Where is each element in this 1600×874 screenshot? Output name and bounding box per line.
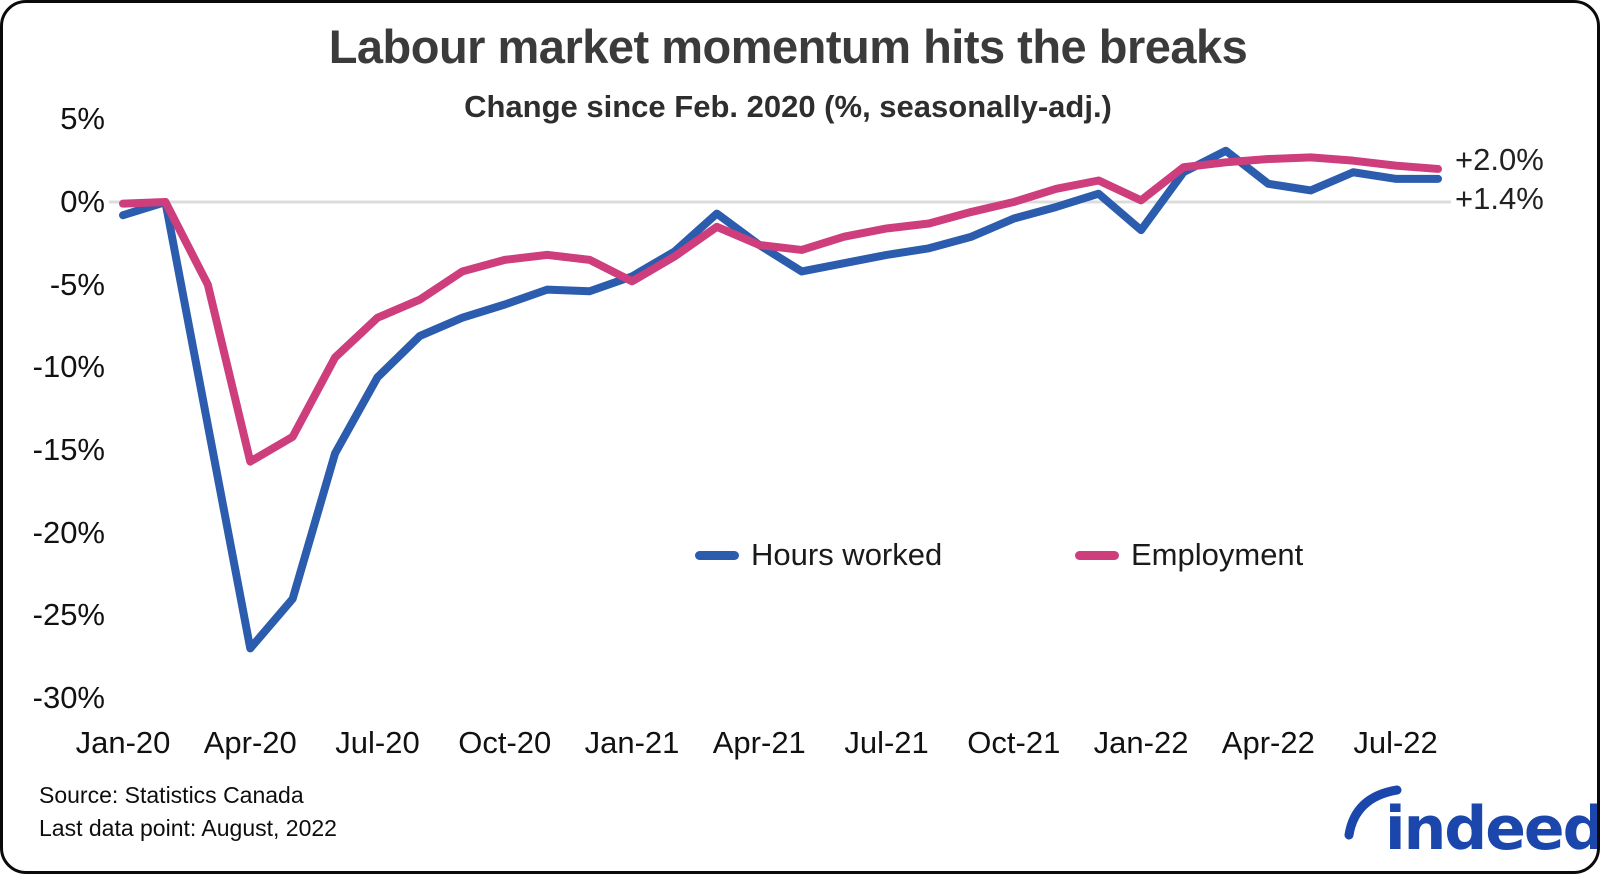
employment-line: [119, 153, 1442, 466]
indeed-logo-arc: [1344, 785, 1402, 840]
x-tick-Jul-22: Jul-22: [1353, 725, 1438, 760]
legend-item-employment: Employment: [1075, 537, 1303, 573]
y-tick--5%: -5%: [49, 266, 105, 302]
hours-worked-legend-label: Hours worked: [751, 537, 943, 572]
source-note: Source: Statistics Canada Last data poin…: [39, 779, 337, 845]
legend-item-hours-worked: Hours worked: [695, 537, 942, 573]
x-tick-Jul-20: Jul-20: [335, 725, 420, 760]
source-line: Source: Statistics Canada: [39, 782, 304, 808]
hours-worked-line: [119, 146, 1442, 653]
x-tick-Oct-20: Oct-20: [458, 725, 552, 760]
line-chart-plot: [109, 146, 1451, 653]
y-tick--20%: -20%: [32, 514, 105, 550]
x-tick-Apr-20: Apr-20: [203, 725, 297, 760]
y-tick--10%: -10%: [32, 349, 105, 385]
employment-legend-swatch: [1075, 550, 1119, 560]
y-tick-5%: 5%: [60, 101, 105, 137]
x-tick-Oct-21: Oct-21: [967, 725, 1061, 760]
x-tick-Jan-22: Jan-22: [1093, 725, 1189, 760]
x-tick-Apr-21: Apr-21: [712, 725, 806, 760]
hours-worked-end-value-label: +1.4%: [1455, 180, 1544, 216]
chart-title: Labour market momentum hits the breaks: [328, 20, 1248, 73]
x-tick-Jan-20: Jan-20: [75, 725, 171, 760]
y-tick--25%: -25%: [32, 597, 105, 633]
hours-worked-legend-swatch: [695, 550, 739, 560]
indeed-logo: indeed: [1344, 785, 1600, 861]
last-data-point-line: Last data point: August, 2022: [39, 815, 337, 841]
employment-legend-label: Employment: [1131, 537, 1304, 572]
y-tick--15%: -15%: [32, 431, 105, 467]
y-tick--30%: -30%: [32, 679, 105, 715]
x-tick-Apr-22: Apr-22: [1221, 725, 1315, 760]
x-tick-Jul-21: Jul-21: [844, 725, 929, 760]
employment-end-value-label: +2.0%: [1455, 141, 1544, 177]
x-tick-Jan-21: Jan-21: [584, 725, 680, 760]
indeed-logo-text: indeed: [1385, 794, 1600, 861]
chart-subtitle: Change since Feb. 2020 (%, seasonally-ad…: [464, 89, 1112, 124]
y-tick-0%: 0%: [60, 184, 105, 219]
